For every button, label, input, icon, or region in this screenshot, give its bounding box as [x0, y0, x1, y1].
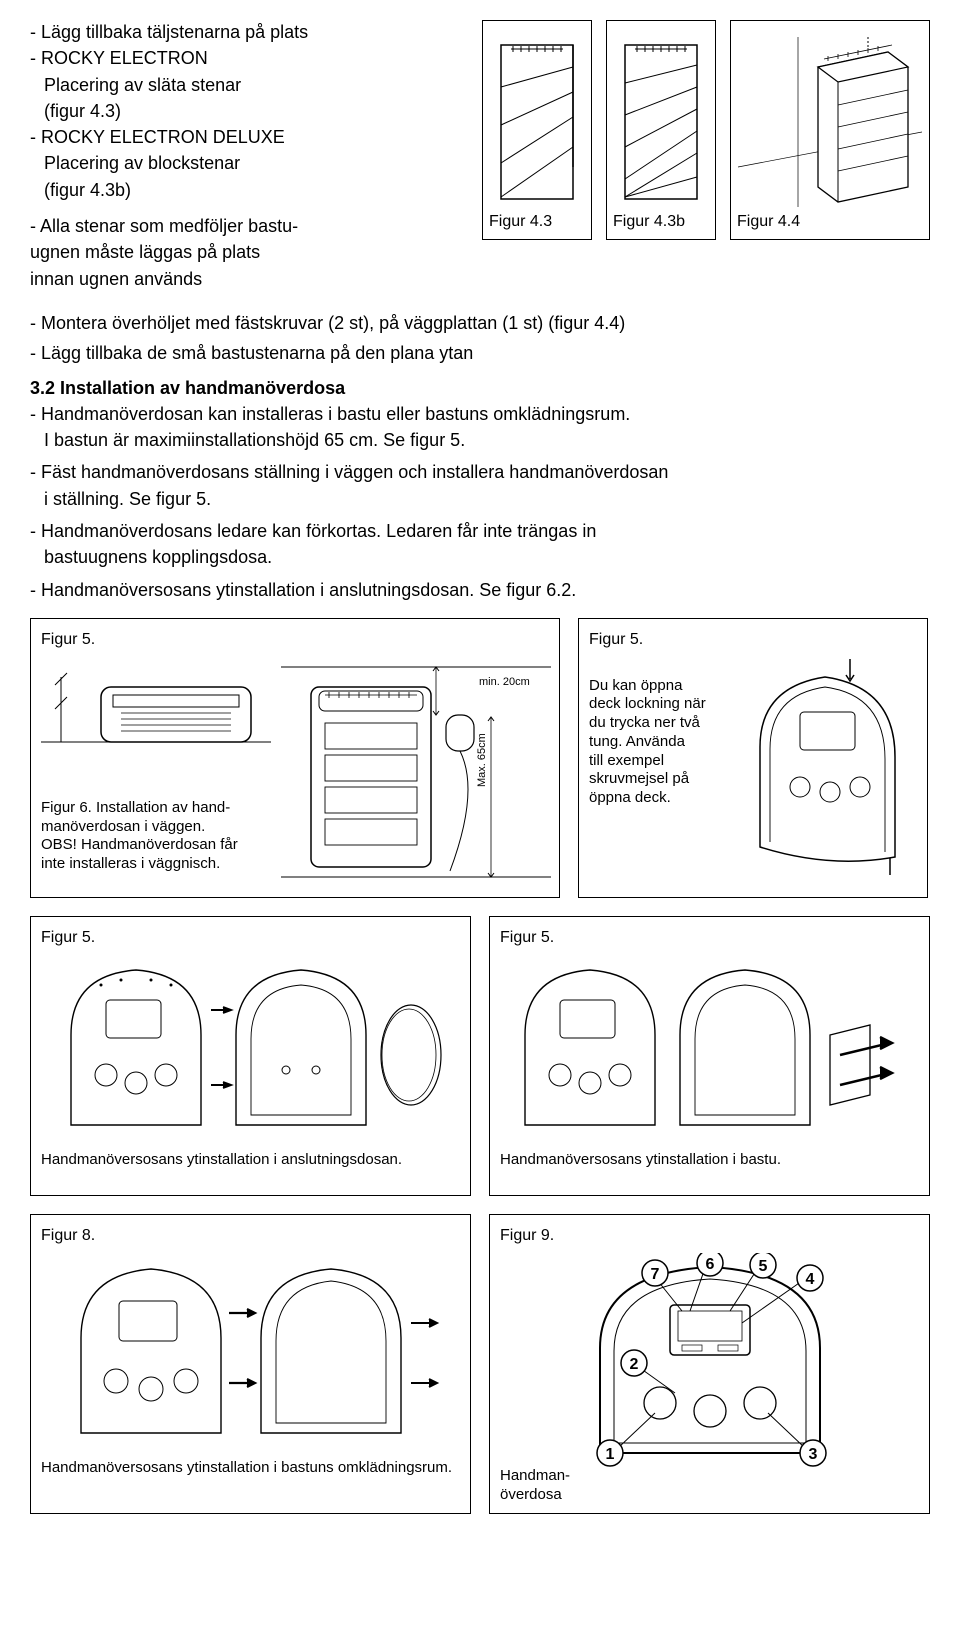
- svg-text:7: 7: [650, 1266, 659, 1283]
- fr-t2: deck lockning när: [589, 695, 706, 712]
- surface-install-a-icon: [51, 955, 451, 1145]
- figure-8-panel: Figur 8. Handmanöversosans ytinstallatio…: [30, 1214, 471, 1514]
- sec32-p4: - Handmanöversosans ytinstallation i ans…: [30, 578, 930, 602]
- sec32-p1a: - Handmanöverdosan kan installeras i bas…: [30, 402, 930, 426]
- fr-t6: skruvmejsel på: [589, 770, 689, 787]
- fr-t7: öppna deck.: [589, 789, 671, 806]
- heater-iso-diagram-icon: [738, 37, 922, 207]
- figure-4-3-label: Figur 4.3: [489, 211, 585, 233]
- fig6-caption: Figur 6. Installation av hand- manöverdo…: [41, 799, 271, 874]
- svg-text:4: 4: [805, 1271, 814, 1288]
- figure-5-left-panel: Figur 5. Figur 6. Installation av hand-: [30, 618, 560, 898]
- figure-9-panel: Figur 9.: [489, 1214, 930, 1514]
- sec32-p3b: bastuugnens kopplingsdosa.: [44, 545, 930, 569]
- r3-left-cap: Handmanöversosans ytinstallation i anslu…: [41, 1151, 460, 1170]
- row3-right-panel: Figur 5. Handmanöversosans ytinstallatio…: [489, 916, 930, 1196]
- dim-min-20: min. 20cm: [479, 675, 530, 690]
- fig6-c4: inte installeras i väggnisch.: [41, 855, 220, 872]
- fr-t4: tung. Använda: [589, 733, 685, 750]
- intro-l8b: ugnen måste läggas på plats: [30, 240, 462, 264]
- below-l1: - Montera överhöljet med fästskruvar (2 …: [30, 311, 930, 335]
- r3-right-label: Figur 5.: [500, 927, 919, 949]
- intro-l7: (figur 4.3b): [44, 178, 462, 202]
- fig9-cap: Handman- överdosa: [500, 1467, 570, 1505]
- figure-5-row: Figur 5. Figur 6. Installation av hand-: [30, 618, 930, 898]
- wall-unit-top-icon: [41, 657, 271, 787]
- intro-l4: (figur 4.3): [44, 99, 462, 123]
- section-3-2-title: 3.2 Installation av handmanöverdosa: [30, 376, 930, 400]
- figure-row-3: Figur 5. Handmanöve: [30, 916, 930, 1196]
- top-row: - Lägg tillbaka täljstenarna på plats - …: [30, 20, 930, 293]
- heater-side-diagram-b-icon: [615, 37, 707, 207]
- sec32-p1b: I bastun är maximiinstallationshöjd 65 c…: [44, 428, 930, 452]
- fig6-c2: manöverdosan i väggen.: [41, 818, 205, 835]
- intro-l2: - ROCKY ELECTRON: [30, 46, 462, 70]
- intro-text-block: - Lägg tillbaka täljstenarna på plats - …: [30, 20, 462, 293]
- fr-t3: du trycka ner två: [589, 714, 700, 731]
- fig8-cap: Handmanöversosans ytinstallation i bastu…: [41, 1459, 460, 1478]
- svg-text:6: 6: [705, 1256, 714, 1273]
- below-l2: - Lägg tillbaka de små bastustenarna på …: [30, 341, 930, 365]
- figure-5-right-panel: Figur 5. Du kan öppna deck lockning när …: [578, 618, 928, 898]
- svg-text:5: 5: [758, 1258, 767, 1275]
- intro-l6: Placering av blockstenar: [44, 151, 462, 175]
- svg-text:1: 1: [605, 1446, 614, 1463]
- intro-l8a: - Alla stenar som medföljer bastu-: [30, 214, 462, 238]
- dim-max-65: Max. 65cm: [475, 733, 490, 787]
- figure-4-3b-label: Figur 4.3b: [613, 211, 709, 233]
- control-unit-front-callout-icon: 1 2 3 4 5 6 7: [510, 1253, 910, 1473]
- top-figure-strip: Figur 4.3 Figur 4.3b: [482, 20, 930, 240]
- control-unit-iso-icon: [730, 657, 917, 887]
- figure-4-3: Figur 4.3: [482, 20, 592, 240]
- row3-left-panel: Figur 5. Handmanöve: [30, 916, 471, 1196]
- fig6-c3: OBS! Handmanöverdosan får: [41, 836, 238, 853]
- intro-l3: Placering av släta stenar: [44, 73, 462, 97]
- fig8-label: Figur 8.: [41, 1225, 460, 1247]
- intro-l1: - Lägg tillbaka täljstenarna på plats: [30, 20, 462, 44]
- fig5-left-label: Figur 5.: [41, 629, 549, 651]
- fr-t5: till exempel: [589, 752, 664, 769]
- figure-4-4: Figur 4.4: [730, 20, 930, 240]
- figure-4-3b: Figur 4.3b: [606, 20, 716, 240]
- surface-install-b-icon: [510, 955, 910, 1145]
- fig5-right-label: Figur 5.: [589, 629, 917, 651]
- figure-4-4-label: Figur 4.4: [737, 211, 923, 233]
- heater-front-dim-icon: [281, 657, 551, 887]
- r3-left-label: Figur 5.: [41, 927, 460, 949]
- fr-t1: Du kan öppna: [589, 677, 682, 694]
- fig9-c1: Handman-: [500, 1467, 570, 1484]
- r3-right-cap: Handmanöversosans ytinstallation i bastu…: [500, 1151, 919, 1170]
- sec32-p3a: - Handmanöverdosans ledare kan förkortas…: [30, 519, 930, 543]
- sec32-p2b: i ställning. Se figur 5.: [44, 487, 930, 511]
- fig9-c2: överdosa: [500, 1486, 562, 1503]
- svg-text:2: 2: [629, 1356, 638, 1373]
- svg-text:3: 3: [808, 1446, 817, 1463]
- fig6-c1: Figur 6. Installation av hand-: [41, 799, 230, 816]
- fig9-label: Figur 9.: [500, 1225, 919, 1247]
- figure-row-4: Figur 8. Handmanöversosans ytinstallatio…: [30, 1214, 930, 1514]
- heater-side-diagram-icon: [491, 37, 583, 207]
- intro-l8c: innan ugnen används: [30, 267, 462, 291]
- fig5-right-text: Du kan öppna deck lockning när du trycka…: [589, 677, 722, 887]
- sec32-p2a: - Fäst handmanöverdosans ställning i väg…: [30, 460, 930, 484]
- install-c-icon: [51, 1253, 451, 1453]
- intro-l5: - ROCKY ELECTRON DELUXE: [30, 125, 462, 149]
- below-diagram-text: - Montera överhöljet med fästskruvar (2 …: [30, 311, 930, 366]
